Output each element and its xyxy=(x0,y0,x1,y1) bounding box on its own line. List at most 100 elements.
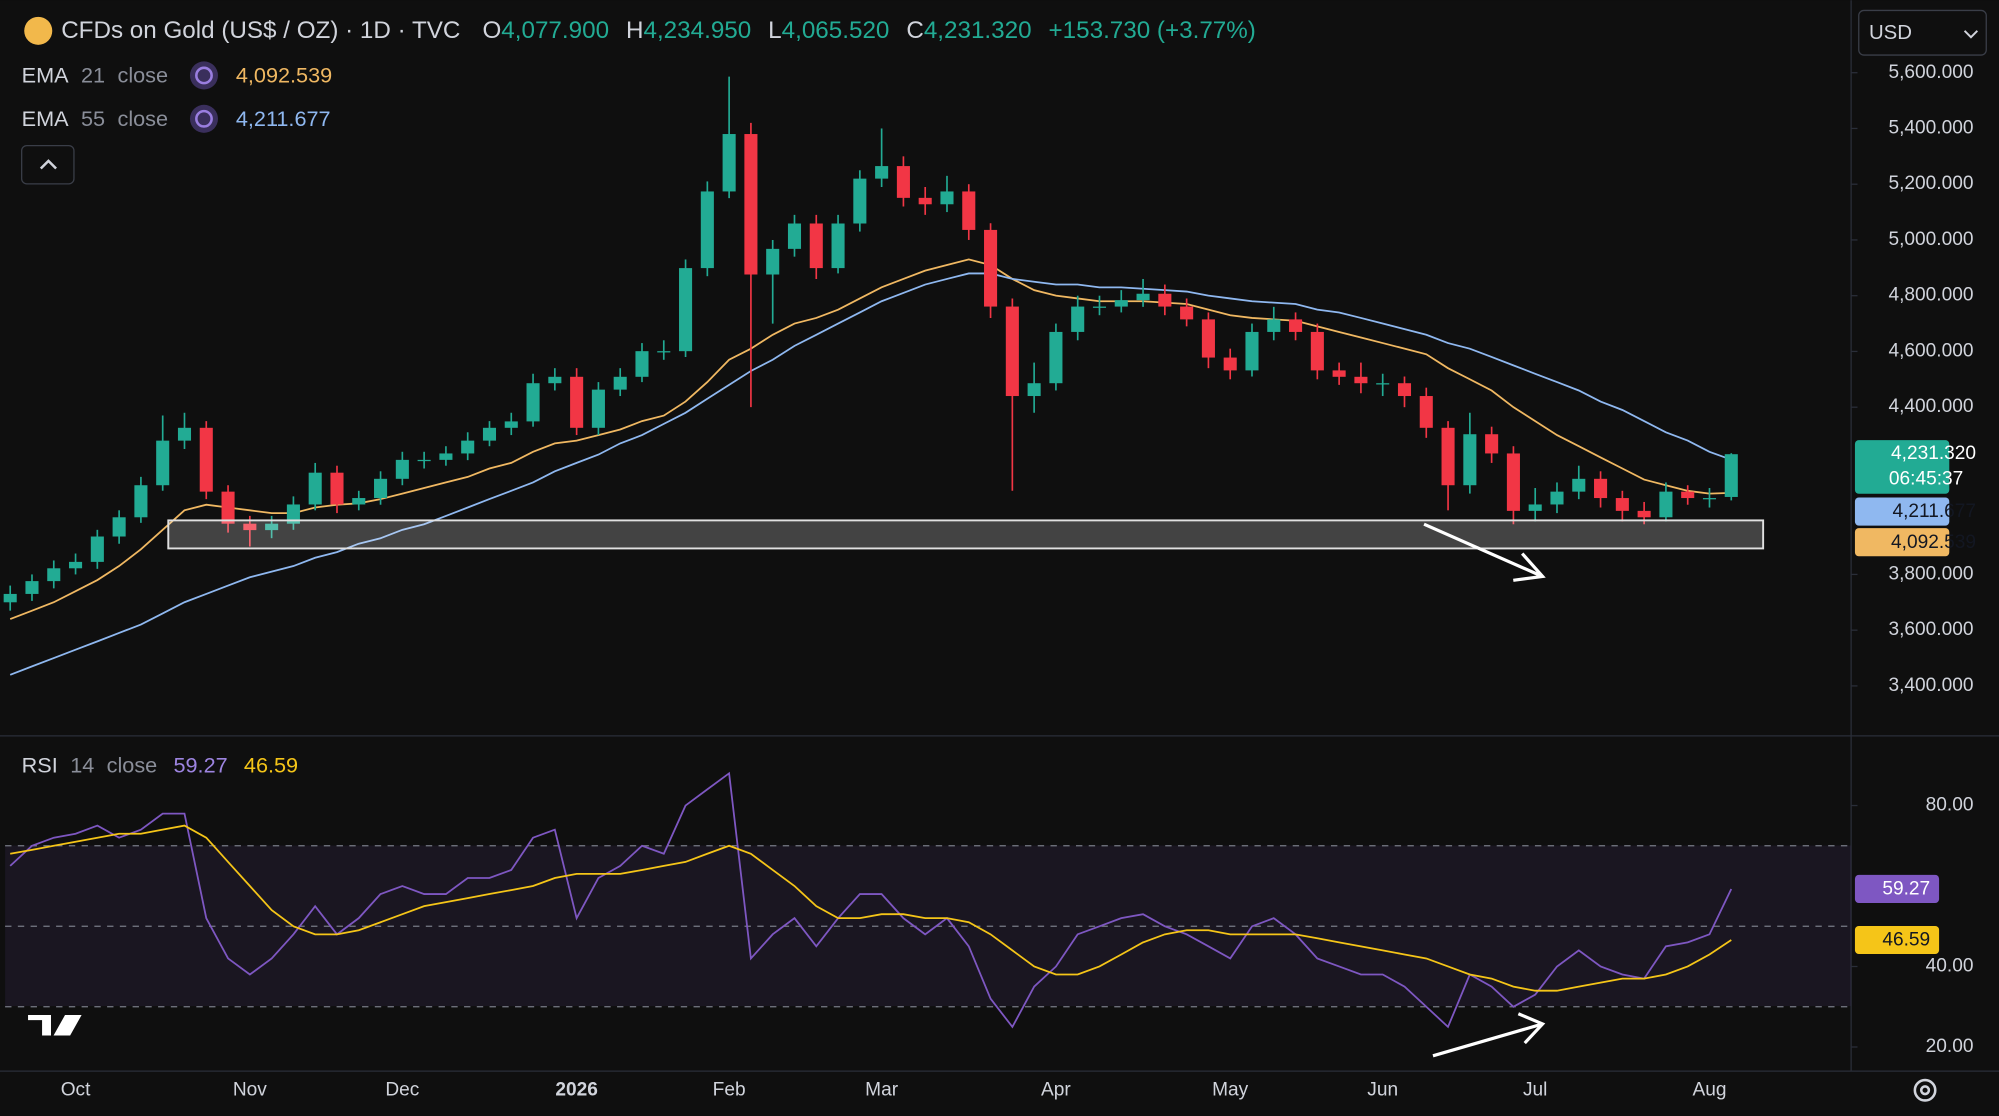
y-tick-label: 4,800.000 xyxy=(1888,285,1973,306)
candle-body xyxy=(1637,510,1651,518)
last-price-label: 4,231.320 xyxy=(1891,443,1976,464)
settings-icon-core xyxy=(1919,1085,1931,1096)
collapse-button[interactable] xyxy=(21,144,75,185)
candle-body xyxy=(134,485,148,518)
currency-select[interactable] xyxy=(1858,9,1987,56)
open-label: O xyxy=(482,18,501,45)
candle-body xyxy=(1158,293,1172,307)
candle-body xyxy=(591,389,605,428)
candle-body xyxy=(896,166,910,198)
candle-body xyxy=(1528,504,1542,511)
x-tick-label: Dec xyxy=(385,1079,419,1100)
candle-body xyxy=(3,593,17,603)
candle-body xyxy=(90,536,104,562)
candle-body xyxy=(1724,454,1738,497)
rsi-badge-label: 46.59 xyxy=(1882,930,1930,951)
candle-body xyxy=(1136,293,1150,301)
x-tick-label: Apr xyxy=(1041,1079,1071,1100)
candle-body xyxy=(548,376,562,384)
candle-body xyxy=(831,223,845,269)
ema-badge-label: 4,211.677 xyxy=(1892,501,1976,522)
candle-body xyxy=(1180,306,1194,320)
indicator-name: EMA xyxy=(22,106,69,131)
currency-label: USD xyxy=(1869,22,1912,44)
price-arrow xyxy=(1423,522,1546,582)
sync-icon[interactable] xyxy=(189,61,219,90)
candle-body xyxy=(1267,319,1281,332)
candle-body xyxy=(570,376,584,428)
high-value: 4,234.950 xyxy=(643,18,751,45)
x-tick-label: Mar xyxy=(865,1079,899,1100)
candle-body xyxy=(1397,383,1412,397)
candle-body xyxy=(526,383,540,422)
ema21-value: 4,092.539 xyxy=(236,62,332,87)
x-tick-label: Nov xyxy=(233,1079,267,1100)
candle-body xyxy=(1092,306,1107,308)
tv-logo xyxy=(28,1015,82,1036)
ema-badge xyxy=(1854,497,1950,526)
candle-body xyxy=(1049,331,1063,384)
close-label: C xyxy=(906,18,924,45)
indicator-source: close xyxy=(107,752,158,777)
candle-body xyxy=(1506,453,1520,511)
candle-body xyxy=(221,491,235,524)
candle-body xyxy=(1659,491,1673,518)
candle-body xyxy=(1702,498,1717,500)
candle-body xyxy=(177,427,192,441)
sync-icon-ring xyxy=(195,66,213,85)
rsi-legend: RSI 14 close 59.27 46.59 xyxy=(22,752,298,777)
candle-body xyxy=(47,568,61,582)
sync-icon[interactable] xyxy=(189,104,219,133)
candle-body xyxy=(1463,434,1477,486)
last-price-badge xyxy=(1854,440,1950,494)
rsi-line xyxy=(10,824,1732,992)
ema-badge-label: 4,092.539 xyxy=(1891,532,1976,553)
candle-body xyxy=(700,191,714,269)
candle-body xyxy=(635,351,649,377)
countdown-label: 06:45:37 xyxy=(1889,469,1963,490)
y-tick-label: 20.00 xyxy=(1926,1036,1974,1057)
symbol-title: CFDs on Gold (US$ / OZ) · 1D · TVC xyxy=(61,18,460,45)
rsi-arrow xyxy=(1432,1012,1546,1058)
y-tick-label: 5,600.000 xyxy=(1888,62,1973,83)
candle-body xyxy=(243,523,257,531)
candle-body xyxy=(1310,331,1324,371)
annotation-arrows xyxy=(1423,522,1546,1058)
candle-body xyxy=(417,459,431,462)
candle-body xyxy=(1332,370,1346,377)
candle-body xyxy=(265,523,279,531)
y-tick-label: 5,200.000 xyxy=(1888,173,1973,194)
y-tick-label: 5,400.000 xyxy=(1888,118,1973,139)
x-tick-label: May xyxy=(1212,1079,1249,1100)
x-tick-label: 2026 xyxy=(555,1079,598,1100)
ema21-legend: EMA 21 close xyxy=(22,62,168,87)
y-tick-label: 3,600.000 xyxy=(1888,619,1973,640)
symbol-icon xyxy=(24,16,53,45)
indicator-length: 21 xyxy=(81,62,105,87)
candle-body xyxy=(984,229,998,307)
settings-icon[interactable] xyxy=(1913,1078,1937,1102)
y-tick-label: 4,600.000 xyxy=(1888,340,1973,361)
open-value: 4,077.900 xyxy=(501,18,609,45)
candle-body xyxy=(1594,478,1608,499)
candle-body xyxy=(962,191,976,230)
candle-body xyxy=(330,472,344,505)
candle-body xyxy=(482,427,497,441)
candle-body xyxy=(504,421,518,428)
y-tick-label: 4,400.000 xyxy=(1888,396,1973,417)
candle-body xyxy=(308,472,322,505)
low-label: L xyxy=(768,18,781,45)
candle-body xyxy=(1201,319,1215,358)
y-tick-label: 3,800.000 xyxy=(1888,563,1973,584)
candle-body xyxy=(657,351,671,353)
plot: 5,600.000 5,400.000 5,200.000 5,000.000 4,80… xyxy=(3,62,1974,1100)
y-tick-label: 5,000.000 xyxy=(1888,229,1973,250)
candle-body xyxy=(1114,300,1128,307)
x-tick-label: Oct xyxy=(61,1079,91,1100)
candle-body xyxy=(1245,331,1259,371)
candle-body xyxy=(940,191,954,205)
candle-body xyxy=(613,376,627,390)
support-zone xyxy=(167,519,1765,550)
